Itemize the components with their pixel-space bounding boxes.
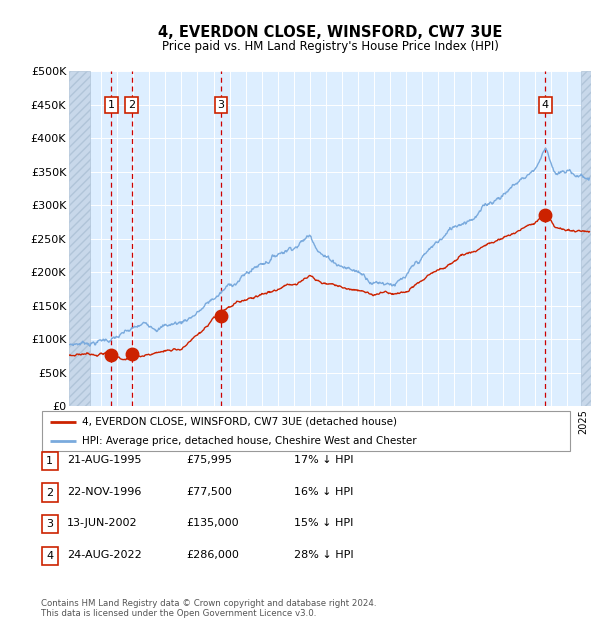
Text: 3: 3 [217, 100, 224, 110]
Text: 2: 2 [128, 100, 135, 110]
Text: £135,000: £135,000 [186, 518, 239, 528]
Text: 24-AUG-2022: 24-AUG-2022 [67, 550, 142, 560]
Text: 13-JUN-2002: 13-JUN-2002 [67, 518, 138, 528]
Text: 1: 1 [108, 100, 115, 110]
Text: £77,500: £77,500 [186, 487, 232, 497]
Text: 4, EVERDON CLOSE, WINSFORD, CW7 3UE (detached house): 4, EVERDON CLOSE, WINSFORD, CW7 3UE (det… [82, 417, 397, 427]
Text: 3: 3 [46, 519, 53, 529]
Text: Price paid vs. HM Land Registry's House Price Index (HPI): Price paid vs. HM Land Registry's House … [161, 40, 499, 53]
Text: 15% ↓ HPI: 15% ↓ HPI [294, 518, 353, 528]
Text: 22-NOV-1996: 22-NOV-1996 [67, 487, 142, 497]
Text: £75,995: £75,995 [186, 455, 232, 465]
Text: Contains HM Land Registry data © Crown copyright and database right 2024.
This d: Contains HM Land Registry data © Crown c… [41, 599, 376, 618]
Text: 4: 4 [542, 100, 549, 110]
Text: 16% ↓ HPI: 16% ↓ HPI [294, 487, 353, 497]
Text: 4: 4 [46, 551, 53, 561]
Text: 17% ↓ HPI: 17% ↓ HPI [294, 455, 353, 465]
Bar [581, 71, 591, 406]
Text: 28% ↓ HPI: 28% ↓ HPI [294, 550, 353, 560]
Text: HPI: Average price, detached house, Cheshire West and Chester: HPI: Average price, detached house, Ches… [82, 436, 416, 446]
Text: £286,000: £286,000 [186, 550, 239, 560]
Bar [69, 71, 90, 406]
Text: 4, EVERDON CLOSE, WINSFORD, CW7 3UE: 4, EVERDON CLOSE, WINSFORD, CW7 3UE [158, 25, 502, 40]
Text: 1: 1 [46, 456, 53, 466]
Text: 2: 2 [46, 487, 53, 498]
Text: 21-AUG-1995: 21-AUG-1995 [67, 455, 142, 465]
